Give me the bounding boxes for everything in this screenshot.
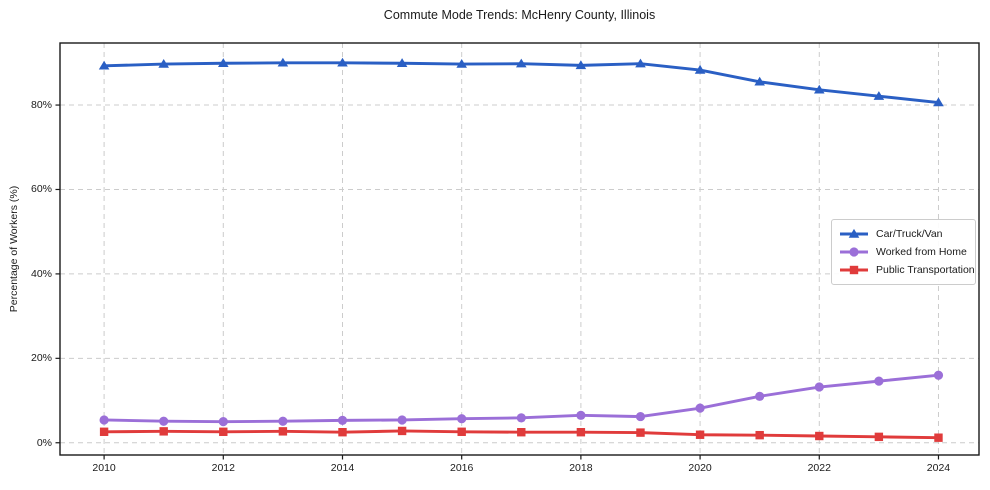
square-marker (695, 430, 705, 439)
circle-marker (159, 416, 169, 426)
triangle-marker (575, 60, 587, 70)
circle-marker (576, 410, 586, 420)
circle-marker (695, 403, 705, 413)
x-tick-label: 2022 (807, 462, 831, 474)
legend-label: Worked from Home (876, 246, 967, 258)
triangle-marker (217, 58, 229, 67)
legend-entry: Worked from Home (839, 243, 967, 261)
circle-marker (99, 415, 109, 425)
triangle-marker (635, 58, 646, 68)
legend-sample-triangle-icon (840, 228, 868, 238)
y-tick-label: 20% (30, 352, 52, 365)
circle-marker (397, 415, 407, 425)
x-tick-label: 2010 (92, 462, 116, 474)
series-line (102, 61, 940, 104)
square-marker (278, 427, 288, 436)
triangle-marker (873, 91, 885, 100)
circle-marker (755, 391, 765, 401)
legend-label: Public Transportation (876, 264, 975, 276)
triangle-marker (933, 97, 944, 107)
triangle-marker (456, 59, 467, 68)
x-tick-label: 2024 (926, 462, 951, 474)
legend-sample-square-icon (840, 265, 868, 275)
circle-marker (337, 415, 348, 425)
x-tick-label: 2014 (330, 462, 355, 474)
square-marker (755, 430, 764, 440)
chart-title: Commute Mode Trends: McHenry County, Ill… (383, 8, 656, 22)
square-marker (517, 428, 526, 437)
square-marker (219, 427, 228, 436)
triangle-marker (754, 76, 765, 86)
x-tick-label: 2018 (569, 462, 593, 474)
square-marker (874, 432, 884, 442)
circle-marker (218, 417, 228, 427)
square-marker (849, 265, 859, 275)
triangle-marker (515, 58, 527, 68)
square-marker (934, 433, 943, 442)
x-tick-label: 2020 (688, 462, 712, 474)
square-marker (636, 428, 645, 437)
circle-marker (516, 413, 526, 423)
y-tick-label: 0% (36, 436, 52, 449)
triangle-marker (396, 58, 408, 67)
legend-entry: Car/Truck/Van (839, 225, 967, 243)
legend: Car/Truck/Van Worked from Home Public Tran… (831, 219, 976, 285)
legend-entry: Public Transportation (839, 261, 975, 279)
square-marker (457, 427, 466, 436)
triangle-marker (277, 57, 289, 67)
square-marker (397, 426, 407, 436)
square-marker (159, 427, 168, 436)
x-tick-label: 2012 (211, 462, 235, 474)
legend-label: Car/Truck/Van (876, 228, 943, 240)
circle-marker (849, 247, 859, 257)
circle-marker (874, 376, 884, 386)
y-tick-label: 40% (30, 267, 52, 280)
triangle-marker (98, 60, 110, 70)
triangle-marker (848, 228, 860, 238)
square-marker (815, 431, 824, 441)
triangle-marker (158, 59, 170, 68)
circle-marker (278, 416, 288, 426)
square-marker (99, 427, 109, 436)
circle-marker (814, 382, 824, 392)
y-tick-label: 80% (30, 99, 52, 112)
circle-marker (933, 370, 944, 380)
legend-sample-circle-icon (840, 247, 868, 257)
circle-marker (635, 411, 646, 422)
y-tick-label: 60% (30, 183, 52, 196)
circle-marker (457, 414, 467, 424)
triangle-marker (813, 84, 825, 94)
square-marker (576, 428, 586, 437)
x-tick-label: 2016 (450, 462, 474, 474)
plot-border (59, 42, 980, 456)
square-marker (338, 428, 347, 437)
triangle-marker (337, 57, 348, 67)
triangle-marker (694, 64, 706, 74)
